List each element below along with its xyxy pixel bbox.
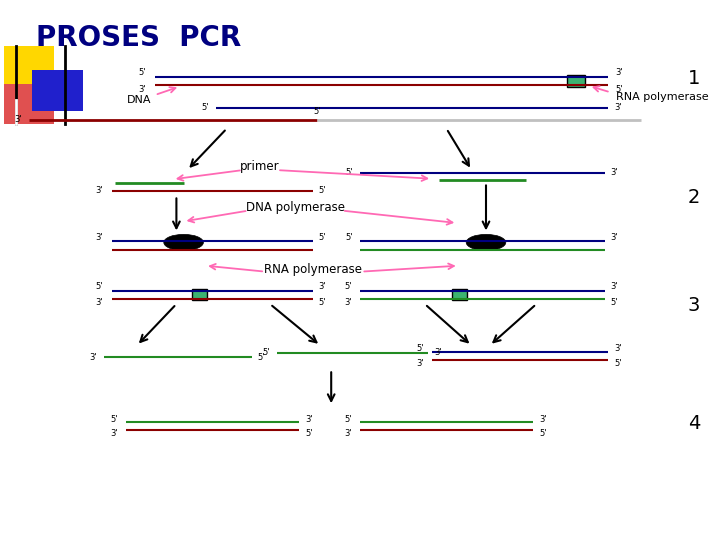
- Text: 5': 5': [319, 298, 326, 307]
- Text: RNA polymerase: RNA polymerase: [616, 92, 708, 102]
- Text: 3': 3': [96, 186, 103, 195]
- Text: 5': 5': [263, 348, 270, 357]
- Text: 3': 3': [417, 359, 424, 368]
- Text: 5': 5': [305, 429, 312, 438]
- Text: RNA polymerase: RNA polymerase: [264, 264, 362, 276]
- Text: 4: 4: [688, 414, 700, 434]
- Text: 3': 3': [611, 233, 618, 242]
- Text: 5': 5': [611, 298, 618, 307]
- Text: 5': 5': [111, 415, 118, 423]
- Text: PROSES  PCR: PROSES PCR: [36, 24, 241, 52]
- Text: 5': 5': [96, 282, 103, 291]
- Text: 3': 3': [614, 345, 621, 353]
- Text: 5': 5': [346, 233, 353, 242]
- Text: 3': 3': [90, 353, 97, 362]
- FancyBboxPatch shape: [452, 289, 467, 300]
- Text: 5': 5': [138, 68, 145, 77]
- Text: 5': 5': [417, 345, 424, 353]
- Text: DNA polymerase: DNA polymerase: [246, 201, 345, 214]
- Text: 3': 3': [14, 116, 22, 124]
- Ellipse shape: [163, 234, 204, 251]
- Text: 3': 3': [111, 429, 118, 438]
- Text: 3': 3': [434, 348, 441, 357]
- Text: 3': 3': [616, 68, 623, 77]
- Text: 3': 3': [614, 104, 621, 112]
- Text: 5': 5': [345, 415, 352, 423]
- Text: 3': 3': [345, 429, 352, 438]
- FancyBboxPatch shape: [4, 46, 54, 86]
- Text: 3': 3': [305, 415, 312, 423]
- FancyBboxPatch shape: [567, 75, 585, 87]
- Text: 3': 3': [96, 298, 103, 307]
- Text: 5': 5': [616, 85, 623, 94]
- Text: 5': 5': [319, 186, 326, 195]
- Text: 3': 3': [539, 415, 546, 423]
- Text: 5': 5': [313, 107, 320, 116]
- Text: 3: 3: [688, 295, 700, 315]
- Text: 5': 5': [344, 282, 351, 291]
- Text: primer: primer: [239, 160, 279, 173]
- Text: 5': 5': [346, 168, 353, 177]
- FancyBboxPatch shape: [32, 70, 83, 111]
- Text: 5': 5': [614, 359, 621, 368]
- Text: 3': 3': [344, 298, 351, 307]
- Text: 5': 5': [202, 104, 209, 112]
- Text: 3': 3': [319, 282, 326, 291]
- Text: 5': 5': [258, 353, 265, 362]
- Text: 3': 3': [138, 85, 145, 94]
- Text: DNA: DNA: [127, 96, 151, 105]
- Text: 5': 5': [539, 429, 546, 438]
- Ellipse shape: [467, 234, 506, 251]
- FancyBboxPatch shape: [4, 84, 54, 124]
- FancyBboxPatch shape: [192, 289, 207, 300]
- Text: 1: 1: [688, 69, 700, 88]
- Text: 3': 3': [611, 282, 618, 291]
- Text: 5': 5': [319, 233, 326, 242]
- Text: 3': 3': [611, 168, 618, 177]
- Text: 2: 2: [688, 187, 700, 207]
- Text: 3': 3': [96, 233, 103, 242]
